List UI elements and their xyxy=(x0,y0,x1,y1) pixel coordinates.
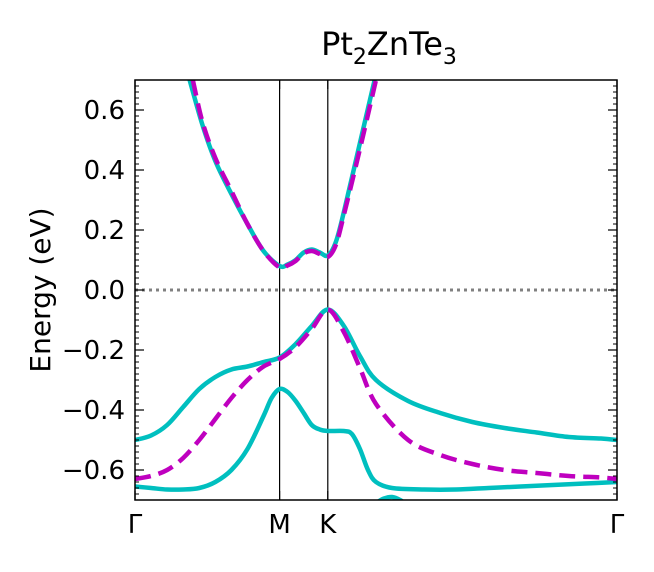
title-sub-2: 2 xyxy=(353,45,367,70)
x-tick-label-2: K xyxy=(319,510,337,540)
chart-title: Pt2ZnTe3 xyxy=(321,25,457,70)
series-conduction-band-solid xyxy=(187,80,377,270)
x-tick-label-3: Γ xyxy=(610,510,625,540)
y-tick-label: 0.6 xyxy=(84,96,125,126)
y-axis-label: Energy (eV) xyxy=(24,207,57,372)
y-tick-label: −0.2 xyxy=(62,336,125,366)
y-tick-label: −0.4 xyxy=(62,396,125,426)
y-tick-label: 0.2 xyxy=(84,216,125,246)
title-part-znte: ZnTe xyxy=(367,25,443,63)
series-valence-band-2-solid xyxy=(135,386,617,492)
title-sub-3: 3 xyxy=(443,45,457,70)
y-tick-label: −0.6 xyxy=(62,456,125,486)
y-tick-label: 0.0 xyxy=(84,276,125,306)
series-conduction-band-dashed xyxy=(190,80,379,271)
series-deep-band-solid xyxy=(376,494,405,500)
y-tick-label: 0.4 xyxy=(84,156,125,186)
x-tick-label-0: Γ xyxy=(128,510,143,540)
series-valence-band-1-dashed xyxy=(135,307,617,482)
axes-frame xyxy=(134,79,618,501)
tick-labels: −0.6 −0.4 −0.2 0.0 0.2 0.4 0.6 Γ M K Γ xyxy=(62,96,625,540)
title-part-pt: Pt xyxy=(321,25,353,63)
series-valence-band-1-solid xyxy=(135,307,617,443)
x-tick-label-1: M xyxy=(268,510,290,540)
plot-area xyxy=(135,80,617,500)
